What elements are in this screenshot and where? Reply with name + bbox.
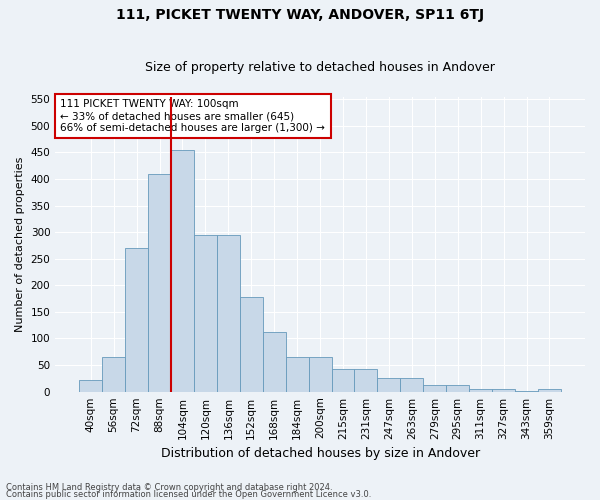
Text: Contains HM Land Registry data © Crown copyright and database right 2024.: Contains HM Land Registry data © Crown c…	[6, 484, 332, 492]
Bar	[492, 389, 515, 392]
Bar	[332, 369, 355, 392]
Bar	[125, 248, 148, 392]
Bar	[469, 389, 492, 392]
Bar	[240, 297, 263, 392]
Bar	[194, 235, 217, 392]
Bar	[355, 369, 377, 392]
Title: Size of property relative to detached houses in Andover: Size of property relative to detached ho…	[145, 62, 495, 74]
Bar	[148, 174, 171, 392]
Bar	[423, 385, 446, 392]
Text: 111, PICKET TWENTY WAY, ANDOVER, SP11 6TJ: 111, PICKET TWENTY WAY, ANDOVER, SP11 6T…	[116, 8, 484, 22]
Bar	[286, 357, 308, 392]
Bar	[400, 378, 423, 392]
Bar	[515, 390, 538, 392]
Bar	[102, 357, 125, 392]
Text: Contains public sector information licensed under the Open Government Licence v3: Contains public sector information licen…	[6, 490, 371, 499]
Y-axis label: Number of detached properties: Number of detached properties	[15, 156, 25, 332]
Bar	[538, 389, 561, 392]
Bar	[446, 386, 469, 392]
Bar	[217, 235, 240, 392]
X-axis label: Distribution of detached houses by size in Andover: Distribution of detached houses by size …	[161, 447, 479, 460]
Bar	[79, 380, 102, 392]
Bar	[171, 150, 194, 392]
Bar	[377, 378, 400, 392]
Text: 111 PICKET TWENTY WAY: 100sqm
← 33% of detached houses are smaller (645)
66% of : 111 PICKET TWENTY WAY: 100sqm ← 33% of d…	[61, 100, 325, 132]
Bar	[308, 357, 332, 392]
Bar	[263, 332, 286, 392]
